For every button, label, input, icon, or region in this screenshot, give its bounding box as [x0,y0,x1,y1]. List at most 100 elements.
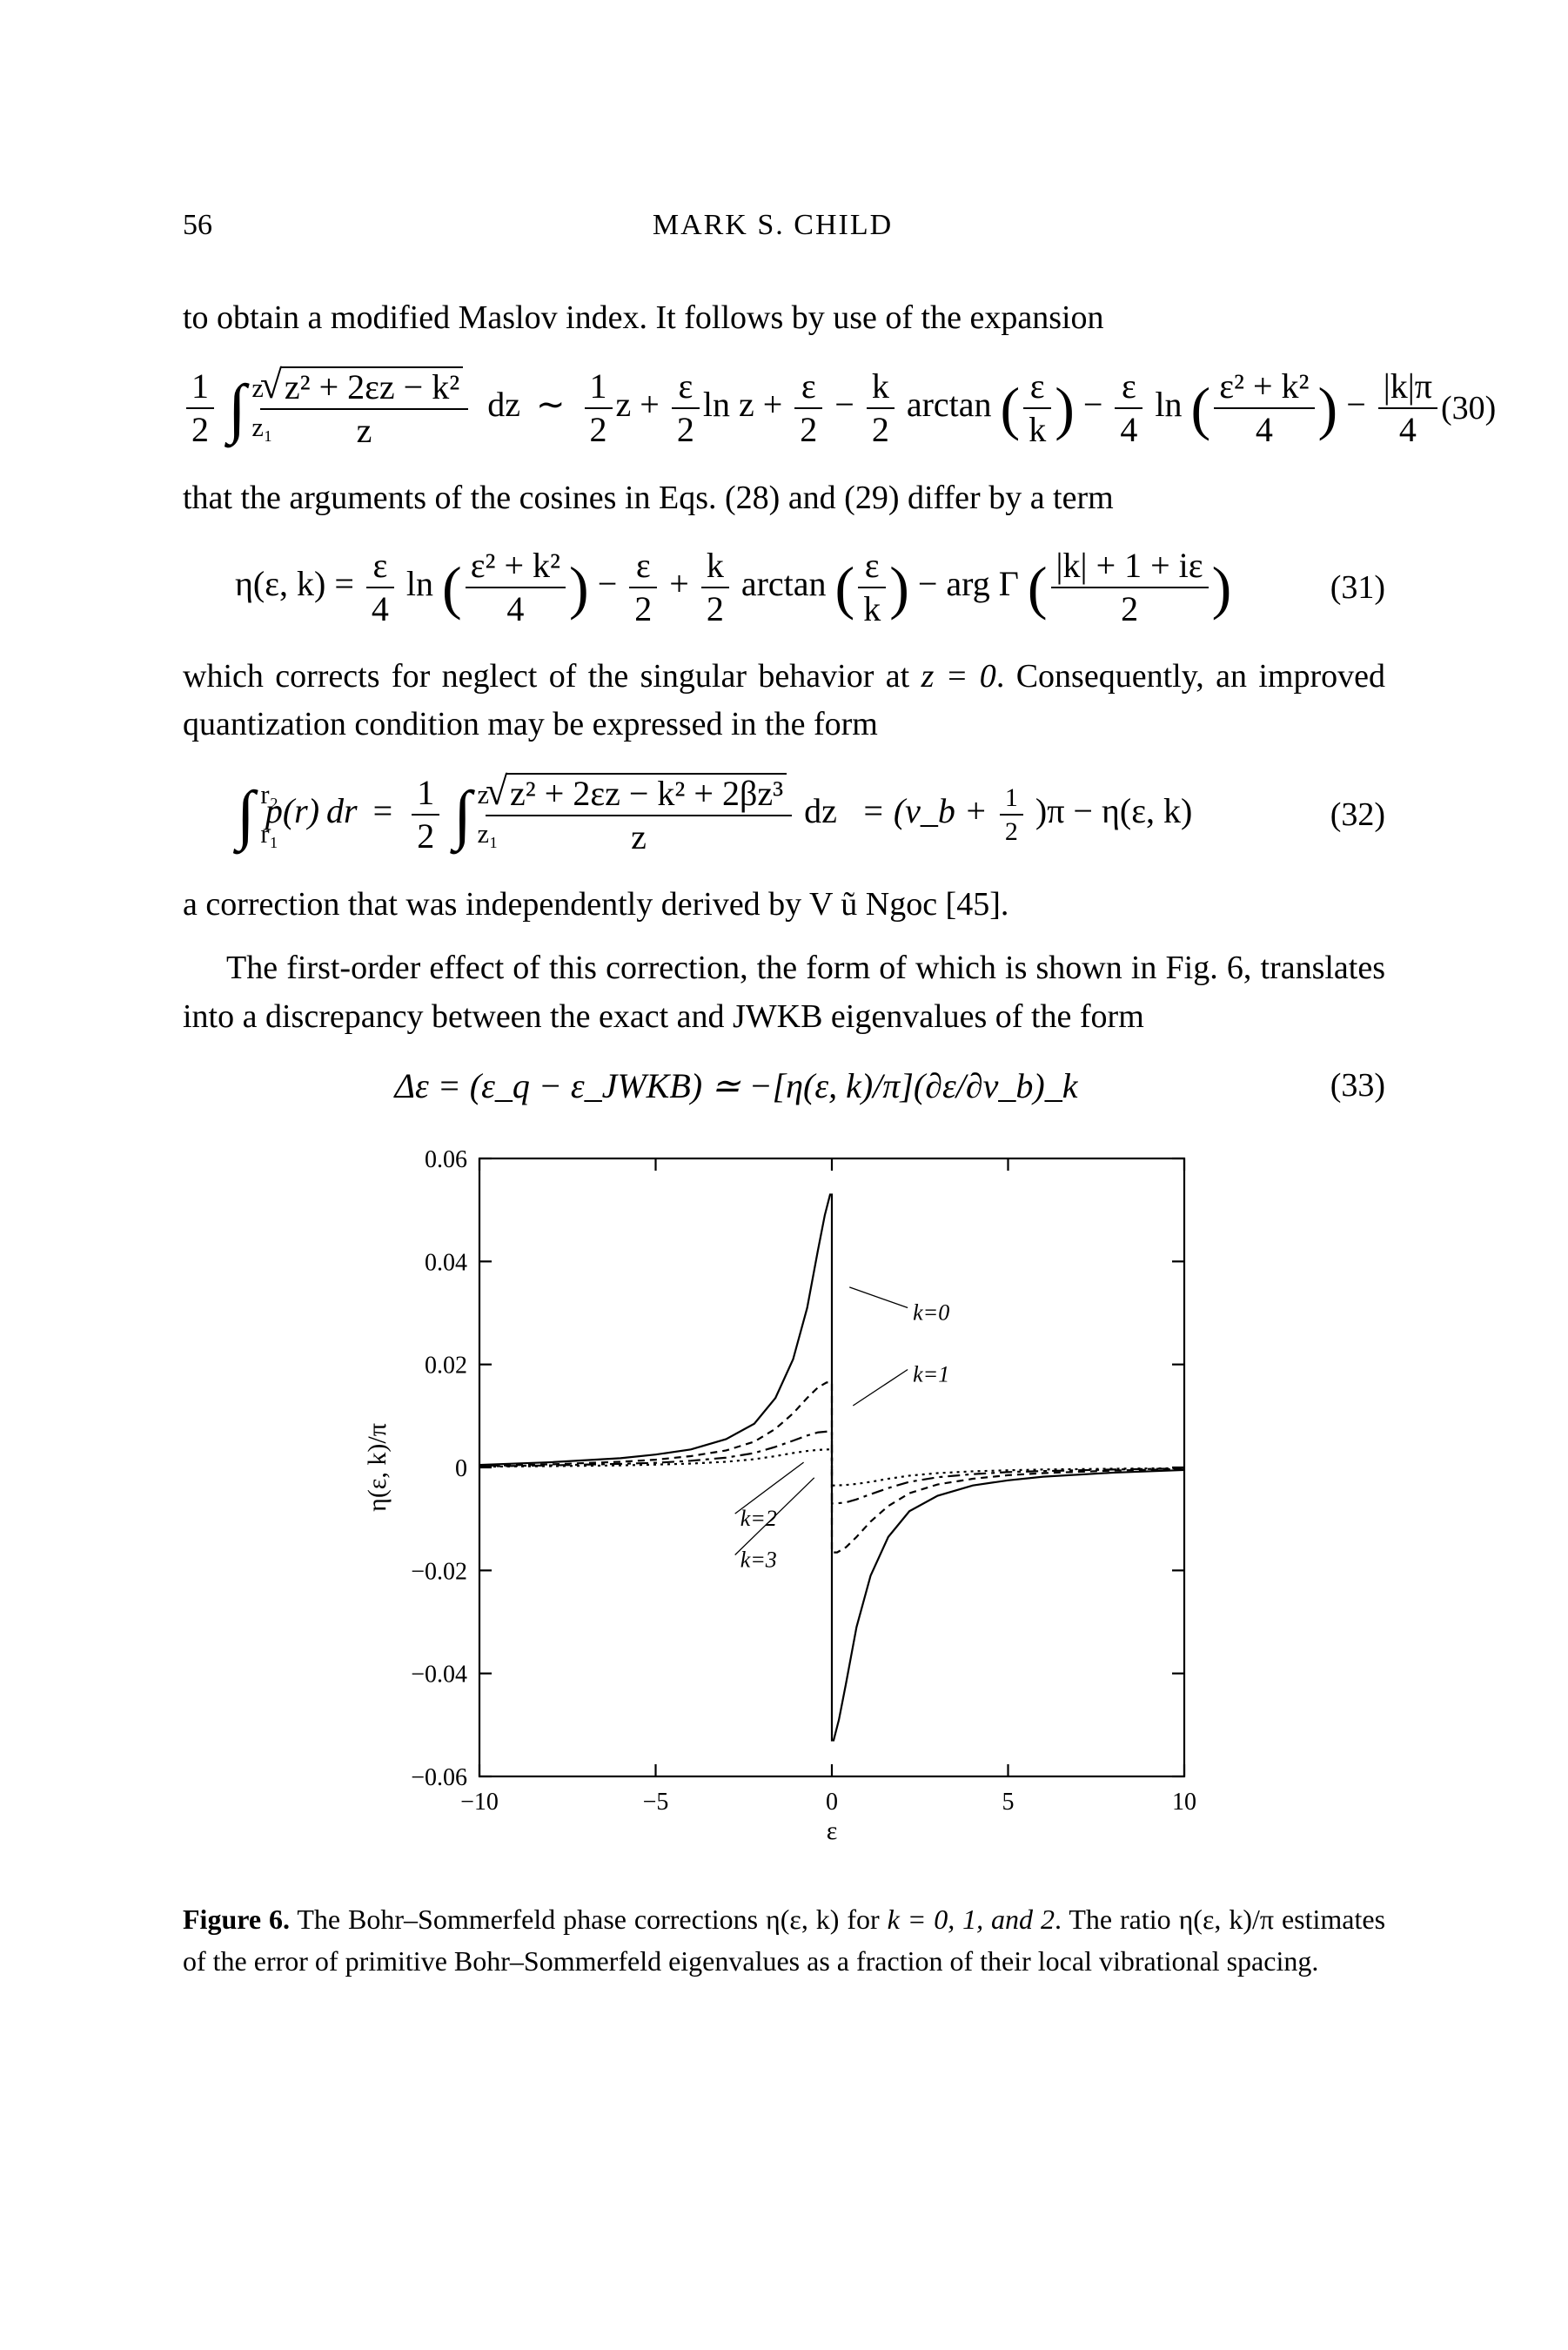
equation-number-33: (33) [1290,1066,1385,1104]
integral-icon: ∫zz₁ [228,379,246,438]
eq31-t1n: ε [366,547,394,588]
chart-svg: −10−50510−0.06−0.04−0.0200.020.040.06εη(… [358,1141,1210,1855]
svg-text:ε: ε [827,1816,838,1845]
eq30-arctan: arctan [907,385,992,424]
caption-b: k = 0, 1, and 2 [888,1904,1055,1935]
eq30-t6n: |k|π [1378,367,1437,409]
eq32-i1l: r₁ [260,822,278,846]
eq32-hn: 1 [412,774,439,816]
eq30-t4ad: k [1023,409,1051,449]
eq32-fden: z [486,816,792,856]
eq30-den: z [260,410,468,450]
svg-text:k=2: k=2 [740,1506,777,1531]
para-3: which corrects for neglect of the singul… [183,653,1385,749]
eq31-gan: |k| + 1 + iε [1051,547,1209,588]
eq30-int-lower: z₁ [251,416,272,440]
integral-icon: ∫zz₁ [453,785,472,844]
eq32-dr: dr [326,792,358,831]
svg-text:−10: −10 [460,1789,499,1816]
equation-30: 12 ∫zz₁ z² + 2εz − k² z dz ∼ 12z + ε2ln … [183,366,1385,450]
eq30-sim: ∼ [536,385,566,424]
eq30-t1d: 2 [585,409,613,449]
eq30-t2t: ln z [703,385,754,424]
eq30-t5d: 4 [1115,409,1142,449]
svg-text:k=3: k=3 [740,1547,777,1572]
svg-text:0: 0 [826,1789,838,1816]
eq32-hd: 2 [412,816,439,856]
caption-lead: Figure 6. [183,1904,290,1935]
eq30-t2d: 2 [672,409,700,449]
eq31-t3d: 2 [701,588,729,628]
svg-text:−0.02: −0.02 [411,1558,467,1585]
svg-text:−0.04: −0.04 [411,1661,467,1688]
svg-text:5: 5 [1002,1789,1015,1816]
equation-33: Δε = (ε_q − ε_JWKB) ≃ −[η(ε, k)/π](∂ε/∂v… [183,1065,1385,1106]
page-number: 56 [183,209,212,242]
svg-text:η(ε, k)/π: η(ε, k)/π [363,1423,392,1512]
equation-number-31: (31) [1290,568,1385,607]
eq30-t4an: ε [1023,367,1051,409]
eq31-t3n: k [701,547,729,588]
figure-6-caption: Figure 6. The Bohr–Sommerfeld phase corr… [183,1898,1385,1982]
caption-a: The Bohr–Sommerfeld phase corrections η(… [290,1904,888,1935]
eq31-t2n: ε [629,547,657,588]
eq30-t3d: 2 [794,409,822,449]
eq30-t6d: 4 [1378,409,1437,449]
para-4: a correction that was independently deri… [183,881,1385,929]
eq31-t1d: 4 [366,588,394,628]
eq31-argG: arg Γ [946,564,1018,603]
eq31-t2d: 2 [629,588,657,628]
eq30-t2n: ε [672,367,700,409]
svg-text:0: 0 [455,1455,467,1482]
para-2: that the arguments of the cosines in Eqs… [183,474,1385,522]
integral-icon: ∫r₂r₁ [237,785,255,844]
eq30-t5an: ε² + k² [1214,367,1314,409]
para-3a: which corrects for neglect of the singul… [183,658,921,695]
running-header: 56 MARK S. CHILD [183,209,1385,242]
eq32-eq1: = [373,792,393,831]
eq30-t5n: ε [1115,367,1142,409]
eq32-rhn: 1 [1000,783,1023,816]
eq32-sqrt: z² + 2εz − k² + 2βz³ [506,773,787,813]
eq31-t3ad: k [858,588,886,628]
eq30-t3n: ε [794,367,822,409]
eq32-rhd: 2 [1000,816,1023,846]
eq32-i1u: r₂ [260,783,278,807]
eq30-sqrt: z² + 2εz − k² [281,366,463,406]
figure-6-chart: −10−50510−0.06−0.04−0.0200.020.040.06εη(… [183,1141,1385,1855]
svg-text:−0.06: −0.06 [411,1764,467,1791]
equation-31: η(ε, k) = ε4 ln (ε² + k²4) − ε2 + k2 arc… [183,547,1385,628]
eq31-lhs: η(ε, k) = [235,564,354,603]
svg-text:0.04: 0.04 [425,1249,467,1276]
eq30-half-den: 2 [186,409,214,449]
eq32-ra: = (v_b + [861,792,988,831]
equation-number-30: (30) [1441,389,1496,427]
para-5: The first-order effect of this correctio… [183,944,1385,1040]
para-3b: z = 0 [921,658,996,695]
equation-32: ∫r₂r₁ p(r)dr = 12 ∫zz₁ z² + 2εz − k² + 2… [183,773,1385,856]
eq31-gad: 2 [1051,588,1209,628]
eq30-dz: dz [487,385,520,424]
eq30-ln: ln [1155,385,1182,424]
para-intro: to obtain a modified Maslov index. It fo… [183,294,1385,342]
svg-text:0.06: 0.06 [425,1146,467,1173]
running-head-author: MARK S. CHILD [212,209,1333,242]
svg-text:0.02: 0.02 [425,1352,467,1379]
eq33-body: Δε = (ε_q − ε_JWKB) ≃ −[η(ε, k)/π](∂ε/∂v… [395,1066,1078,1105]
eq31-arctan: arctan [741,564,827,603]
svg-text:10: 10 [1172,1789,1196,1816]
eq31-ln: ln [406,564,433,603]
eq30-t1n: 1 [585,367,613,409]
eq30-t5ad: 4 [1214,409,1314,449]
eq32-i2l: z₁ [478,822,499,846]
eq31-t3an: ε [858,547,886,588]
eq30-t4d: 2 [867,409,895,449]
svg-text:k=0: k=0 [913,1299,949,1325]
page: 56 MARK S. CHILD to obtain a modified Ma… [0,0,1568,2350]
eq30-half-num: 1 [186,367,214,409]
svg-text:k=1: k=1 [913,1361,949,1386]
eq32-dz: dz [804,792,837,831]
eq30-t1t: z [616,385,632,424]
eq31-t1ad: 4 [466,588,566,628]
equation-number-32: (32) [1290,796,1385,834]
